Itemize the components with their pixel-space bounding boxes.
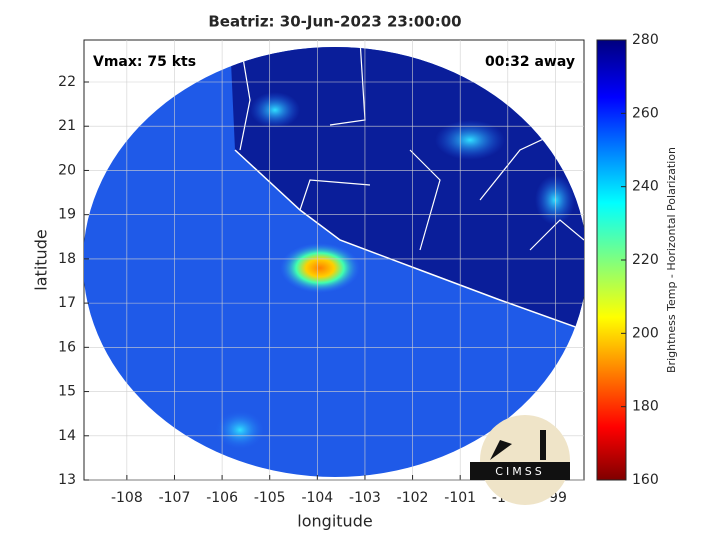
y-tick-label: 15 bbox=[58, 384, 76, 400]
y-tick-label: 18 bbox=[58, 251, 76, 267]
y-axis-label: latitude bbox=[32, 229, 51, 290]
x-axis-label: longitude bbox=[297, 512, 372, 531]
colorbar-tick-label: 240 bbox=[632, 179, 659, 195]
x-tick-label: -104 bbox=[301, 490, 333, 506]
swath bbox=[84, 47, 584, 477]
y-tick-label: 22 bbox=[58, 74, 76, 90]
x-tick-label: -108 bbox=[111, 490, 143, 506]
colorbar-tick-label: 220 bbox=[632, 252, 659, 268]
y-tick-label: 16 bbox=[58, 339, 76, 355]
x-tick-label: -105 bbox=[254, 490, 286, 506]
y-tick-label: 19 bbox=[58, 207, 76, 223]
colorbar-tick-label: 180 bbox=[632, 399, 659, 415]
x-tick-label: -102 bbox=[397, 490, 429, 506]
logo-text: CIMSS bbox=[495, 465, 544, 478]
y-tick-label: 20 bbox=[58, 162, 76, 178]
annotation: 00:32 away bbox=[485, 54, 575, 70]
colorbar-tick-label: 260 bbox=[632, 105, 659, 121]
y-tick-label: 17 bbox=[58, 295, 76, 311]
y-tick-label: 21 bbox=[58, 118, 76, 134]
x-tick-label: -101 bbox=[444, 490, 476, 506]
x-tick-label: -103 bbox=[349, 490, 381, 506]
colorbar-tick-label: 160 bbox=[632, 472, 659, 488]
logo: CIMSS bbox=[470, 415, 570, 505]
annotation: Vmax: 75 kts bbox=[93, 54, 196, 70]
x-tick-label: -107 bbox=[159, 490, 191, 506]
x-tick-label: -106 bbox=[206, 490, 238, 506]
colorbar-tick-label: 280 bbox=[632, 32, 659, 48]
colorbar-label: Brightness Temp - Horizontal Polarizatio… bbox=[665, 147, 678, 373]
title: Beatriz: 30-Jun-2023 23:00:00 bbox=[208, 13, 461, 31]
y-tick-label: 13 bbox=[58, 472, 76, 488]
colorbar-tick-label: 200 bbox=[632, 325, 659, 341]
y-tick-label: 14 bbox=[58, 428, 76, 444]
